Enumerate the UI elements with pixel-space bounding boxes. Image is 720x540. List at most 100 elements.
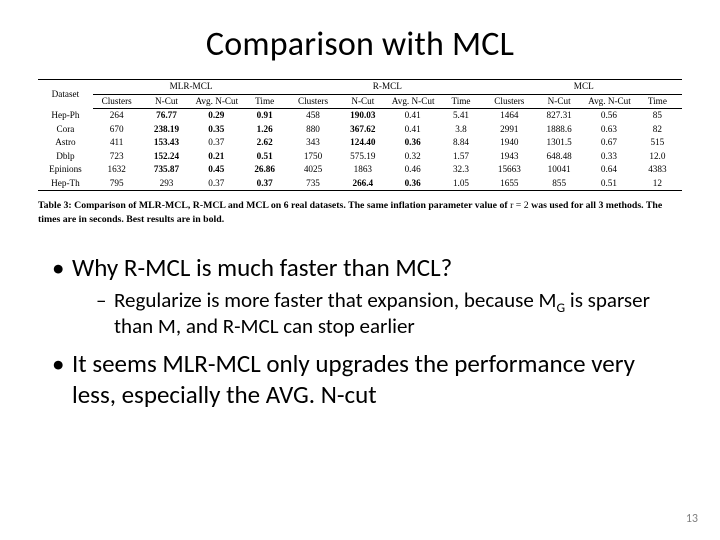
cell: 0.45 <box>192 163 240 177</box>
col-n-cut: N-Cut <box>141 94 193 109</box>
slide: Comparison with MCL DatasetMLR-MCLR-MCLM… <box>0 0 720 540</box>
cell: 0.37 <box>192 177 240 191</box>
cell: 0.51 <box>585 177 633 191</box>
cell: 12 <box>633 177 682 191</box>
slide-title: Comparison with MCL <box>38 24 682 65</box>
cell: 190.03 <box>337 109 389 123</box>
caption-lead: Table 3: <box>38 200 72 211</box>
cell: 0.91 <box>240 109 289 123</box>
col-time: Time <box>633 94 682 109</box>
cell: 0.37 <box>240 177 289 191</box>
cell: 1.26 <box>240 123 289 137</box>
cell: 670 <box>93 123 141 137</box>
sub-bullet-1: Regularize is more faster that expansion… <box>96 288 682 339</box>
cell: 1888.6 <box>533 123 585 137</box>
table-row: Hep-Th7952930.370.37735266.40.361.051655… <box>38 177 682 191</box>
caption-bold: Comparison of MLR-MCL, R-MCL and MCL on … <box>74 200 508 211</box>
col-clusters: Clusters <box>289 94 337 109</box>
cell: 10041 <box>533 163 585 177</box>
cell: 5.41 <box>436 109 485 123</box>
table-row: Hep-Ph26476.770.290.91458190.030.415.411… <box>38 109 682 123</box>
cell: 0.36 <box>389 136 437 150</box>
col-avg-n-cut: Avg. N-Cut <box>192 94 240 109</box>
table-row: Astro411153.430.372.62343124.400.368.841… <box>38 136 682 150</box>
comparison-table: DatasetMLR-MCLR-MCLMCLClustersN-CutAvg. … <box>38 79 682 191</box>
cell: 0.67 <box>585 136 633 150</box>
cell: 1301.5 <box>533 136 585 150</box>
cell: 1632 <box>93 163 141 177</box>
col-n-cut: N-Cut <box>337 94 389 109</box>
section-rmcl: R-MCL <box>289 80 485 95</box>
col-dataset: Dataset <box>38 80 93 109</box>
cell: 0.36 <box>389 177 437 191</box>
cell: 735 <box>289 177 337 191</box>
cell: 2991 <box>486 123 534 137</box>
cell: 4025 <box>289 163 337 177</box>
cell: 26.86 <box>240 163 289 177</box>
cell: 1940 <box>486 136 534 150</box>
cell: 880 <box>289 123 337 137</box>
cell: 0.35 <box>192 123 240 137</box>
section-mcl: MCL <box>486 80 682 95</box>
col-n-cut: N-Cut <box>533 94 585 109</box>
cell-dataset: Dblp <box>38 150 93 164</box>
col-time: Time <box>436 94 485 109</box>
cell: 0.56 <box>585 109 633 123</box>
cell: 458 <box>289 109 337 123</box>
cell: 795 <box>93 177 141 191</box>
cell: 0.21 <box>192 150 240 164</box>
cell: 343 <box>289 136 337 150</box>
sub-bullet-1a: Regularize is more faster that expansion… <box>114 287 557 313</box>
cell: 0.41 <box>389 123 437 137</box>
cell: 264 <box>93 109 141 123</box>
cell: 0.51 <box>240 150 289 164</box>
cell: 827.31 <box>533 109 585 123</box>
cell: 4383 <box>633 163 682 177</box>
col-time: Time <box>240 94 289 109</box>
cell: 515 <box>633 136 682 150</box>
cell: 1750 <box>289 150 337 164</box>
cell: 266.4 <box>337 177 389 191</box>
cell-dataset: Hep-Th <box>38 177 93 191</box>
table-caption: Table 3: Comparison of MLR-MCL, R-MCL an… <box>38 199 682 227</box>
bullet-1: Why R-MCL is much faster than MCL? Regul… <box>52 253 682 339</box>
cell: 648.48 <box>533 150 585 164</box>
sub-bullet-list: Regularize is more faster that expansion… <box>72 288 682 339</box>
cell: 0.29 <box>192 109 240 123</box>
col-clusters: Clusters <box>93 94 141 109</box>
cell: 735.87 <box>141 163 193 177</box>
col-avg-n-cut: Avg. N-Cut <box>585 94 633 109</box>
cell: 293 <box>141 177 193 191</box>
cell: 1464 <box>486 109 534 123</box>
bullet-2-text: It seems MLR-MCL only upgrades the perfo… <box>72 348 635 410</box>
col-avg-n-cut: Avg. N-Cut <box>389 94 437 109</box>
col-clusters: Clusters <box>486 94 534 109</box>
cell-dataset: Astro <box>38 136 93 150</box>
cell: 855 <box>533 177 585 191</box>
cell-dataset: Cora <box>38 123 93 137</box>
cell: 723 <box>93 150 141 164</box>
cell: 153.43 <box>141 136 193 150</box>
bullet-2: It seems MLR-MCL only upgrades the perfo… <box>52 349 682 410</box>
cell: 0.33 <box>585 150 633 164</box>
table-row: Dblp723152.240.210.511750575.190.321.571… <box>38 150 682 164</box>
table-row: Cora670238.190.351.26880367.620.413.8299… <box>38 123 682 137</box>
cell: 76.77 <box>141 109 193 123</box>
cell: 0.64 <box>585 163 633 177</box>
table-row: Epinions1632735.870.4526.86402518630.463… <box>38 163 682 177</box>
cell: 1.05 <box>436 177 485 191</box>
cell: 1943 <box>486 150 534 164</box>
comparison-table-wrap: DatasetMLR-MCLR-MCLMCLClustersN-CutAvg. … <box>38 79 682 227</box>
cell: 152.24 <box>141 150 193 164</box>
cell-dataset: Hep-Ph <box>38 109 93 123</box>
bullet-list: Why R-MCL is much faster than MCL? Regul… <box>38 253 682 410</box>
cell: 0.41 <box>389 109 437 123</box>
cell: 15663 <box>486 163 534 177</box>
section-mlr: MLR-MCL <box>93 80 289 95</box>
cell: 1863 <box>337 163 389 177</box>
cell: 85 <box>633 109 682 123</box>
cell: 575.19 <box>337 150 389 164</box>
cell: 82 <box>633 123 682 137</box>
cell: 1.57 <box>436 150 485 164</box>
cell: 411 <box>93 136 141 150</box>
